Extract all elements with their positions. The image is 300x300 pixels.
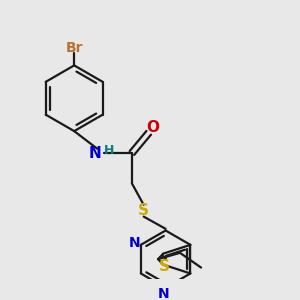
Text: N: N [129,236,141,250]
Text: S: S [138,203,149,218]
Text: N: N [158,287,170,300]
Text: Br: Br [65,41,83,55]
Text: O: O [146,120,159,135]
Text: S: S [159,259,170,274]
Text: H: H [104,144,114,158]
Text: N: N [89,146,102,160]
